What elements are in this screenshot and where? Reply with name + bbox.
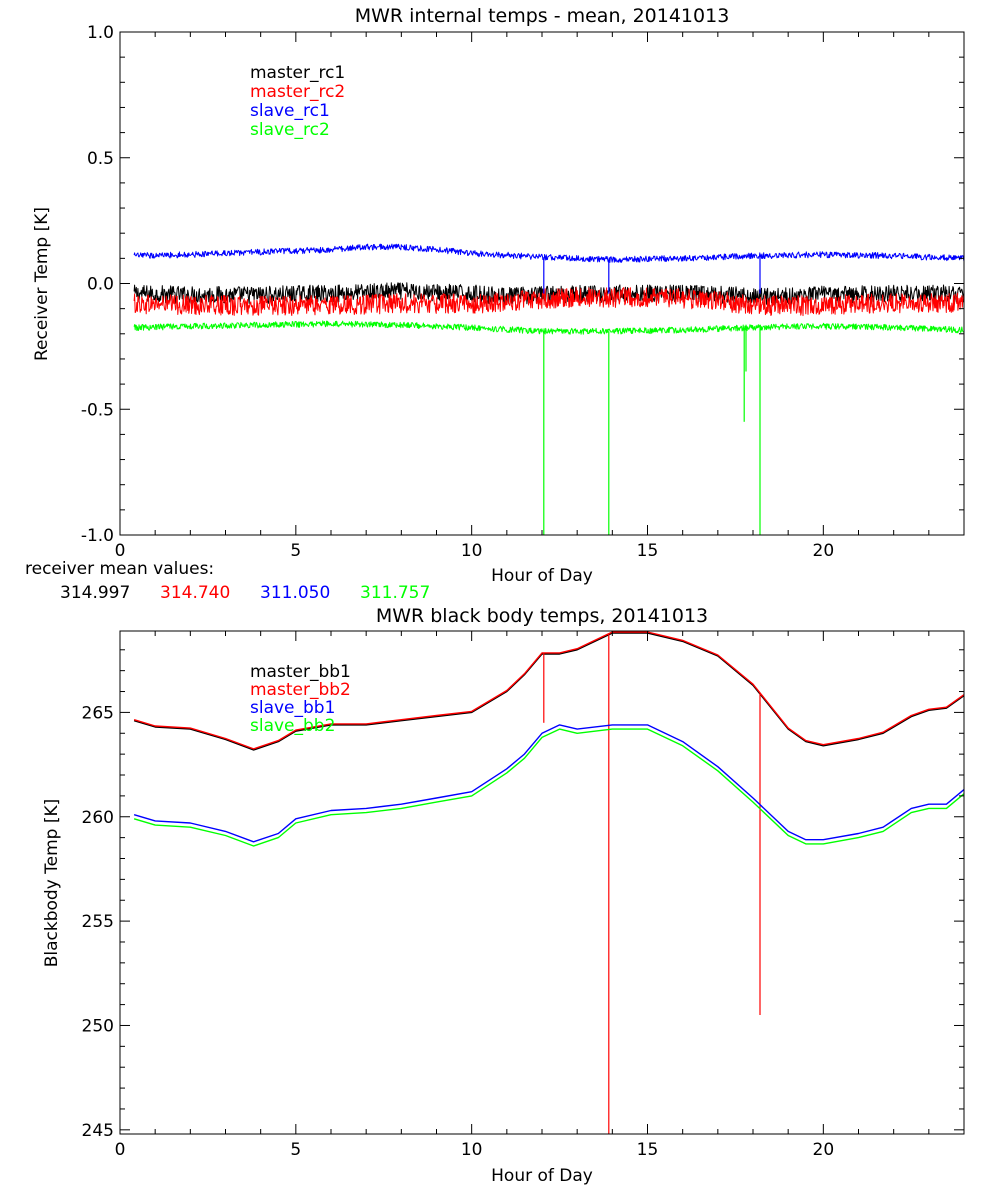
series-line-slave-rc1 bbox=[133, 243, 965, 263]
x-tick-label: 10 bbox=[461, 541, 483, 561]
y-tick-label: 0.0 bbox=[87, 275, 114, 295]
mean-value: 314.997 bbox=[60, 583, 130, 603]
y-axis-label: Receiver Temp [K] bbox=[32, 207, 52, 361]
series-line-master-rc2 bbox=[133, 287, 965, 317]
series-layer bbox=[133, 631, 965, 1134]
legend-entry-master-bb1: master_bb1 bbox=[250, 662, 351, 682]
mean-value: 314.740 bbox=[160, 583, 230, 603]
y-axis-label: Blackbody Temp [K] bbox=[42, 799, 62, 968]
axis-ticks bbox=[119, 631, 965, 1134]
mean-value: 311.050 bbox=[260, 583, 330, 603]
x-tick-label: 5 bbox=[290, 1140, 301, 1160]
tick-labels: 0 5 10 15 20 245 250 255 260 265 bbox=[82, 703, 835, 1160]
mean-value: 311.757 bbox=[360, 583, 430, 603]
mean-values: 314.997 314.740 311.050 311.757 bbox=[60, 583, 430, 603]
y-tick-label: 260 bbox=[82, 808, 114, 828]
x-axis-label: Hour of Day bbox=[491, 566, 593, 586]
x-tick-label: 20 bbox=[813, 541, 835, 561]
x-tick-label: 20 bbox=[813, 1140, 835, 1160]
x-tick-label: 0 bbox=[115, 541, 126, 561]
mean-values-label: receiver mean values: bbox=[25, 559, 214, 579]
series-line-slave-rc2 bbox=[133, 320, 965, 335]
plot-frame bbox=[119, 31, 965, 536]
y-tick-label: 245 bbox=[82, 1121, 114, 1141]
legend-entry-slave-rc1: slave_rc1 bbox=[250, 101, 330, 121]
y-tick-label: 255 bbox=[82, 912, 114, 932]
legend-entry-master-rc2: master_rc2 bbox=[250, 82, 345, 102]
legend-entry-slave-bb1: slave_bb1 bbox=[250, 698, 335, 718]
series-line-slave-bb1 bbox=[133, 724, 965, 843]
receiver-temps-panel: MWR internal temps - mean, 20141013 0 5 10… bbox=[32, 5, 965, 586]
legend-entry-slave-bb2: slave_bb2 bbox=[250, 716, 335, 736]
y-tick-label: 265 bbox=[82, 703, 114, 723]
axis-ticks bbox=[119, 31, 965, 536]
series-line-slave-bb2 bbox=[133, 728, 965, 847]
series-line-master-bb1 bbox=[133, 632, 965, 751]
y-tick-label: -1.0 bbox=[81, 526, 114, 546]
y-tick-label: 0.5 bbox=[87, 149, 114, 169]
legend-entry-master-bb2: master_bb2 bbox=[250, 680, 351, 700]
series-line-master-rc1 bbox=[133, 282, 965, 306]
blackbody-temps-panel: MWR black body temps, 20141013 0 5 10 15 20 2… bbox=[42, 605, 965, 1186]
chart-title: MWR black body temps, 20141013 bbox=[376, 605, 708, 627]
x-tick-label: 15 bbox=[637, 541, 659, 561]
x-axis-label: Hour of Day bbox=[491, 1166, 593, 1186]
y-tick-label: 250 bbox=[82, 1016, 114, 1036]
series-layer bbox=[133, 243, 965, 535]
x-tick-label: 0 bbox=[115, 1140, 126, 1160]
y-tick-label: 1.0 bbox=[87, 23, 114, 43]
plot-frame bbox=[119, 630, 965, 1135]
y-tick-label: -0.5 bbox=[81, 400, 114, 420]
chart-title: MWR internal temps - mean, 20141013 bbox=[355, 5, 730, 27]
series-line-master-bb2 bbox=[133, 631, 965, 750]
x-tick-label: 15 bbox=[637, 1140, 659, 1160]
legend-entry-slave-rc2: slave_rc2 bbox=[250, 120, 330, 140]
tick-labels: 0 5 10 15 20 -1.0 -0.5 0.0 0.5 1.0 bbox=[81, 23, 834, 561]
x-tick-label: 10 bbox=[461, 1140, 483, 1160]
legend-entry-master-rc1: master_rc1 bbox=[250, 63, 345, 83]
x-tick-label: 5 bbox=[290, 541, 301, 561]
